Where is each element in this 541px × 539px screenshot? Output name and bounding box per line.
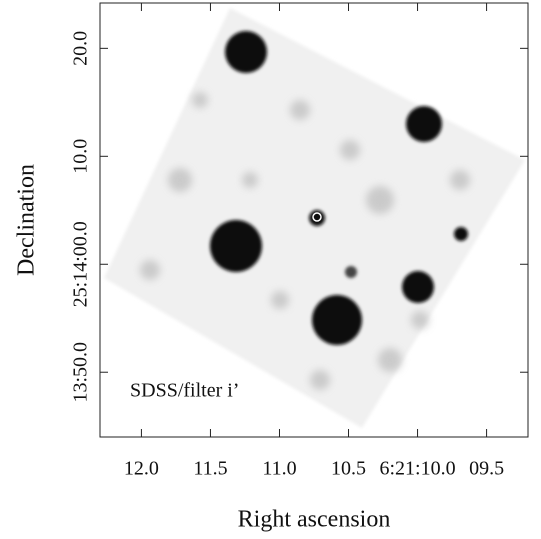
sky-image xyxy=(104,8,525,428)
y-axis-label: Declination xyxy=(14,164,40,276)
x-axis-label: Right ascension xyxy=(238,507,391,533)
annotation: SDSS/filter i’ xyxy=(130,380,239,402)
x-tick-label: 6:21:10.0 xyxy=(379,458,455,480)
x-tick-label: 10.5 xyxy=(331,458,366,480)
y-tick-label: 20.0 xyxy=(70,31,92,66)
x-tick-label: 12.0 xyxy=(124,458,159,480)
x-tick-label: 11.5 xyxy=(193,458,227,480)
y-tick-label: 13:50.0 xyxy=(70,342,92,403)
x-tick-label: 09.5 xyxy=(469,458,504,480)
x-tick-label: 11.0 xyxy=(262,458,296,480)
plot-frame xyxy=(99,2,529,438)
y-tick-label: 10.0 xyxy=(70,139,92,174)
y-tick-label: 25:14:00.0 xyxy=(70,221,92,307)
